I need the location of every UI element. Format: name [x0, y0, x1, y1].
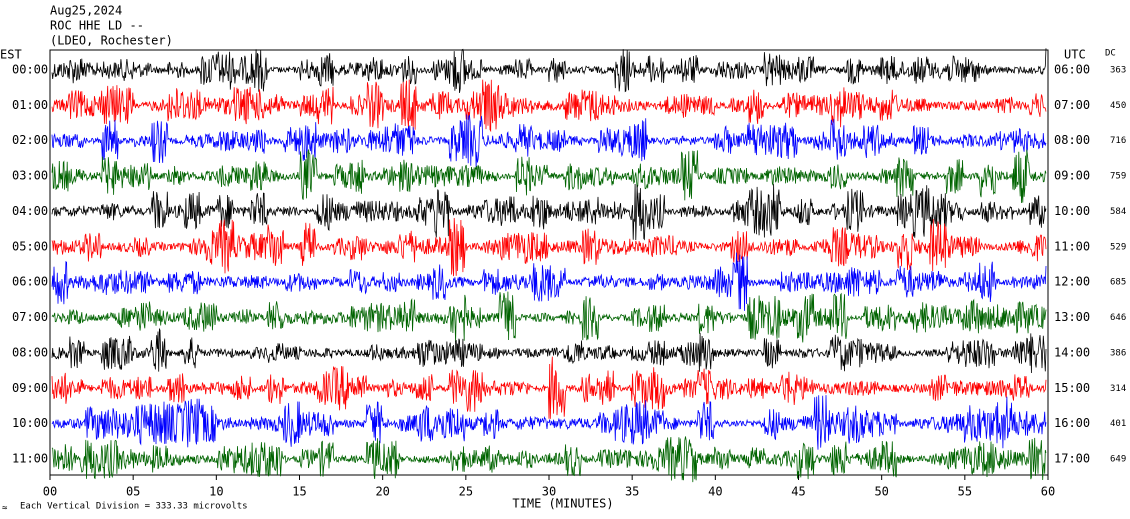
est-label: 01:00 — [12, 98, 48, 112]
x-tick-label: 15 — [292, 485, 306, 499]
x-tick-label: 30 — [542, 485, 556, 499]
dc-value: 716 — [1110, 136, 1126, 146]
dc-value: 363 — [1110, 66, 1126, 76]
trace — [51, 48, 1047, 93]
trace — [51, 436, 1047, 483]
dc-label: DC — [1105, 49, 1116, 59]
title-line: ROC HHE LD -- — [50, 19, 144, 33]
dc-value: 401 — [1110, 419, 1126, 429]
dc-value: 450 — [1110, 101, 1126, 111]
dc-value: 759 — [1110, 172, 1126, 182]
x-axis-label: TIME (MINUTES) — [512, 497, 613, 511]
trace — [51, 217, 1047, 277]
footnote: Each Vertical Division = 333.33 microvol… — [20, 502, 248, 512]
utc-label: 11:00 — [1054, 239, 1090, 253]
dc-value: 646 — [1110, 313, 1126, 323]
x-tick-label: 50 — [874, 485, 888, 499]
est-label: 04:00 — [12, 204, 48, 218]
dc-value: 386 — [1110, 348, 1126, 358]
title-line: (LDEO, Rochester) — [50, 34, 173, 48]
title-line: Aug25,2024 — [50, 4, 122, 18]
utc-label: 06:00 — [1054, 63, 1090, 77]
dc-value: 529 — [1110, 242, 1126, 252]
est-label: 02:00 — [12, 133, 48, 147]
x-tick-label: 25 — [459, 485, 473, 499]
trace — [51, 252, 1047, 311]
est-label: 03:00 — [12, 169, 48, 183]
utc-label: 09:00 — [1054, 169, 1090, 183]
x-tick-label: 10 — [209, 485, 223, 499]
utc-label: 16:00 — [1054, 416, 1090, 430]
trace — [51, 149, 1047, 204]
left-axis-label: EST — [0, 48, 22, 62]
est-label: 08:00 — [12, 345, 48, 359]
x-tick-label: 35 — [625, 485, 639, 499]
x-tick-label: 45 — [791, 485, 805, 499]
trace — [51, 395, 1047, 450]
trace — [51, 79, 1047, 133]
utc-label: 08:00 — [1054, 133, 1090, 147]
utc-label: 17:00 — [1054, 452, 1090, 466]
est-label: 00:00 — [12, 63, 48, 77]
est-label: 05:00 — [12, 239, 48, 253]
dc-value: 584 — [1110, 207, 1126, 217]
x-tick-label: 20 — [375, 485, 389, 499]
x-tick-label: 05 — [126, 485, 140, 499]
utc-label: 12:00 — [1054, 275, 1090, 289]
utc-label: 13:00 — [1054, 310, 1090, 324]
trace — [51, 327, 1047, 374]
utc-label: 15:00 — [1054, 381, 1090, 395]
right-axis-label: UTC — [1064, 48, 1086, 62]
logo: ≈ — [2, 504, 8, 514]
est-label: 11:00 — [12, 452, 48, 466]
x-tick-label: 60 — [1041, 485, 1055, 499]
est-label: 10:00 — [12, 416, 48, 430]
utc-label: 07:00 — [1054, 98, 1090, 112]
dc-value: 685 — [1110, 278, 1126, 288]
est-label: 07:00 — [12, 310, 48, 324]
est-label: 06:00 — [12, 275, 48, 289]
dc-value: 649 — [1110, 455, 1126, 465]
x-tick-label: 55 — [958, 485, 972, 499]
x-tick-label: 00 — [43, 485, 57, 499]
utc-label: 14:00 — [1054, 345, 1090, 359]
x-tick-label: 40 — [708, 485, 722, 499]
est-label: 09:00 — [12, 381, 48, 395]
dc-value: 314 — [1110, 384, 1126, 394]
trace — [51, 291, 1047, 343]
trace — [51, 356, 1047, 419]
trace — [51, 183, 1047, 241]
trace — [51, 114, 1047, 168]
utc-label: 10:00 — [1054, 204, 1090, 218]
